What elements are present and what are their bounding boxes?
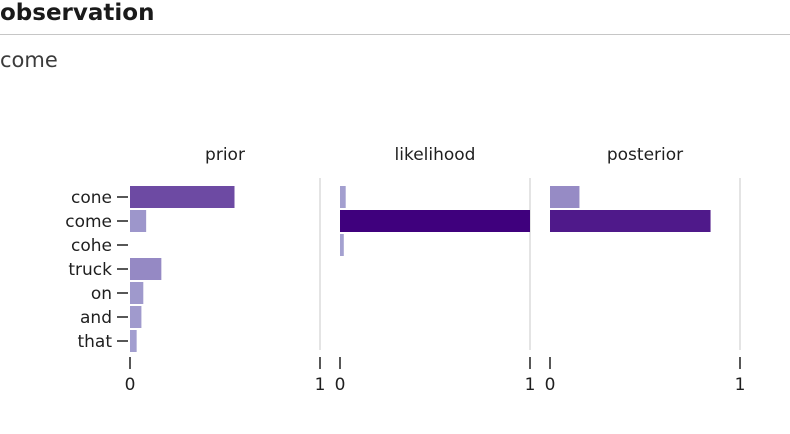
bar-prior-cone [130, 186, 235, 208]
bar-likelihood-cohe [340, 234, 344, 256]
observation-value: come [0, 48, 58, 72]
y-tick-label-cohe: cohe [71, 236, 112, 256]
bar-posterior-cone [550, 186, 580, 208]
y-tick-label-and: and [80, 308, 112, 328]
x-tick-label-posterior-0: 0 [545, 375, 556, 395]
x-tick-label-prior-1: 1 [315, 375, 326, 395]
x-tick-label-likelihood-1: 1 [525, 375, 536, 395]
bar-likelihood-cone [340, 186, 346, 208]
y-tick-label-cone: cone [71, 188, 112, 208]
bar-likelihood-come [340, 210, 530, 232]
panel-title-likelihood: likelihood [395, 145, 476, 165]
bar-posterior-come [550, 210, 711, 232]
bar-prior-that [130, 330, 137, 352]
bar-prior-and [130, 306, 142, 328]
x-tick-label-prior-0: 0 [125, 375, 136, 395]
bar-prior-come [130, 210, 147, 232]
y-tick-label-truck: truck [68, 260, 112, 280]
panel-title-prior: prior [205, 145, 245, 165]
y-tick-label-come: come [65, 212, 112, 232]
title-divider [0, 34, 790, 35]
bar-prior-on [130, 282, 144, 304]
y-tick-label-on: on [91, 284, 112, 304]
y-tick-label-that: that [77, 332, 112, 352]
page-title: observation [0, 0, 155, 26]
panel-title-posterior: posterior [607, 145, 683, 165]
bar-prior-truck [130, 258, 162, 280]
x-tick-label-likelihood-0: 0 [335, 375, 346, 395]
x-tick-label-posterior-1: 1 [735, 375, 746, 395]
